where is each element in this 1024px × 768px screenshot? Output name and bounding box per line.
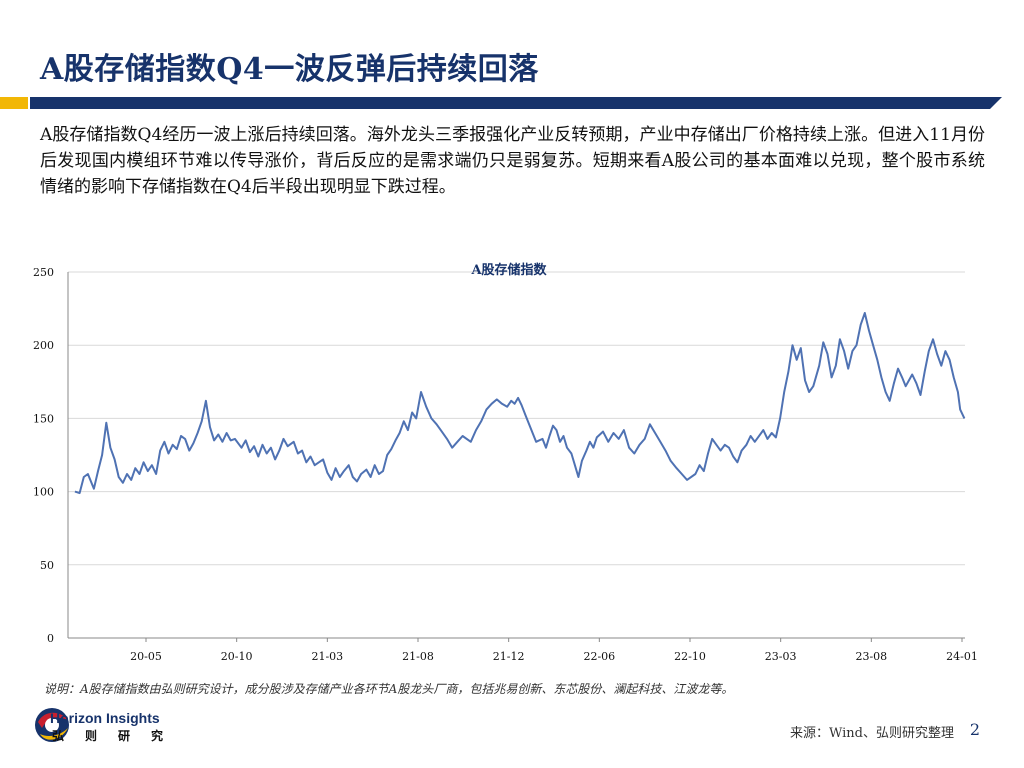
source-note: 来源：Wind、弘则研究整理	[790, 726, 954, 741]
brand-name-en: Horizon Insights	[50, 710, 160, 726]
chart-title: A股存储指数	[470, 262, 547, 278]
brand-name-cn: 弘则研究	[52, 729, 185, 743]
index-line-chart: 0 50 100 150 200 250 20-05 20-10 21-03 21-08 21-1…	[33, 262, 978, 663]
x-tick-label: 20-05	[130, 650, 162, 663]
x-tick-label: 22-06	[583, 650, 615, 663]
y-tick-label: 150	[33, 412, 54, 425]
y-tick-label: 0	[47, 632, 54, 645]
y-tick-label: 50	[40, 559, 54, 572]
y-tick-labels: 0 50 100 150 200 250	[33, 266, 54, 645]
title-bar-navy-segment	[30, 97, 990, 109]
x-tick-label: 20-10	[221, 650, 253, 663]
summary-paragraph: A股存储指数Q4经历一波上涨后持续回落。海外龙头三季报强化产业反转预期，产业中存…	[40, 125, 985, 197]
x-tick-label: 24-01	[946, 650, 978, 663]
x-tick-labels: 20-05 20-10 21-03 21-08 21-12 22-06 22-10 23-03…	[130, 638, 978, 663]
x-tick-label: 21-08	[402, 650, 434, 663]
title-bar-tip	[990, 97, 1002, 109]
y-tick-label: 200	[33, 339, 54, 352]
horizon-logo-icon	[35, 708, 69, 742]
chart-gridlines	[68, 271, 965, 566]
chart-axes	[67, 272, 965, 639]
x-tick-label: 21-12	[493, 650, 525, 663]
chart-note: 说明：A股存储指数由弘则研究设计，成分股涉及存储产业各环节A股龙头厂商，包括兆易…	[44, 682, 734, 696]
slide-title: A股存储指数Q4一波反弹后持续回落	[40, 52, 539, 87]
x-tick-label: 23-08	[855, 650, 887, 663]
y-tick-label: 100	[33, 486, 54, 499]
x-tick-label: 23-03	[765, 650, 797, 663]
series-line	[74, 312, 966, 495]
title-underline-bar	[0, 97, 1024, 109]
page-number: 2	[969, 720, 980, 739]
title-bar-gold-segment	[0, 97, 28, 109]
y-tick-label: 250	[33, 266, 54, 279]
x-tick-label: 22-10	[674, 650, 706, 663]
x-tick-label: 21-03	[311, 650, 343, 663]
